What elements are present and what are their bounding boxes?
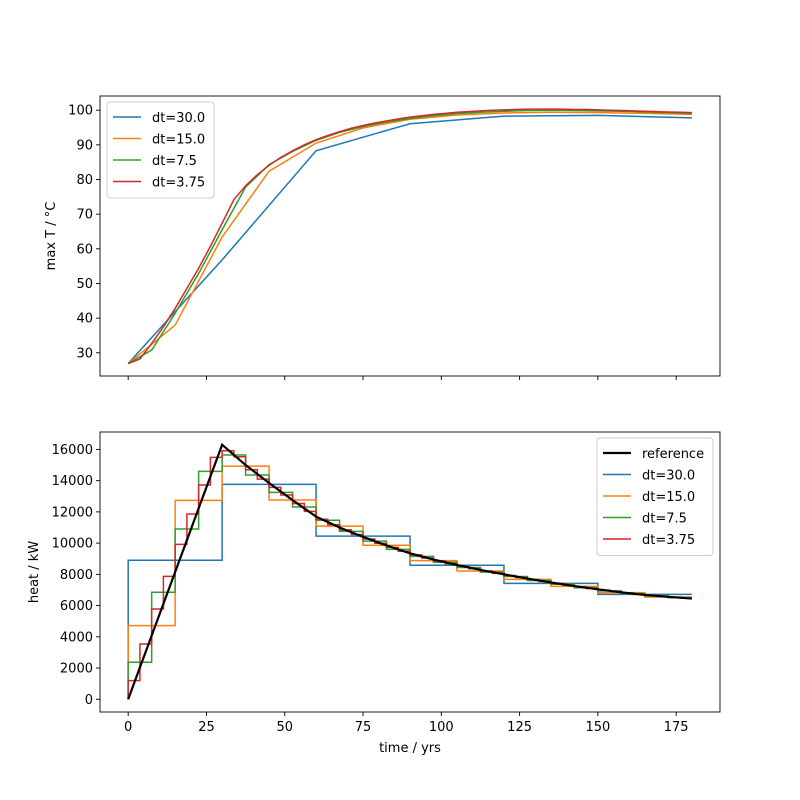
axes-frame	[99, 95, 721, 377]
legend: reference dt=30.0 dt=15.0 dt=7.5 dt=3.75	[596, 437, 714, 556]
bottom-ylabel: heat / kW	[27, 541, 42, 603]
legend-label: dt=15.0	[152, 133, 205, 148]
series-line-dt=3.75	[127, 108, 692, 365]
y-tick-label: 100	[68, 104, 93, 119]
y-tick-label: 50	[76, 277, 93, 292]
legend-label: dt=3.75	[152, 176, 205, 191]
legend-label: dt=3.75	[642, 533, 695, 548]
top-ylabel: max T / °C	[44, 202, 59, 271]
y-tick-label: 30	[76, 346, 93, 361]
legend-label: dt=15.0	[642, 490, 695, 505]
plot-area	[127, 108, 692, 365]
legend-label: reference	[642, 447, 704, 462]
x-tick-label: 175	[664, 720, 689, 735]
x-tick-label: 75	[355, 720, 372, 735]
legend-box	[106, 101, 215, 199]
bottom-xlabel: time / yrs	[379, 741, 441, 756]
axes-frame	[99, 431, 721, 713]
legend-label: dt=30.0	[642, 469, 695, 484]
x-tick-label: 125	[507, 720, 532, 735]
y-tick-label: 60	[76, 242, 93, 257]
y-tick-label: 10000	[52, 537, 93, 552]
y-tick-label: 40	[76, 312, 93, 327]
legend-box	[596, 437, 714, 556]
x-tick-label: 150	[585, 720, 610, 735]
y-tick-label: 6000	[60, 599, 93, 614]
y-tick-label: 2000	[60, 662, 93, 677]
x-tick-label: 25	[198, 720, 215, 735]
series-steps-dt=15.0	[127, 465, 692, 700]
y-tick-label: 16000	[52, 443, 93, 458]
x-tick-label: 100	[429, 720, 454, 735]
y-tick-label: 12000	[52, 505, 93, 520]
y-tick-label: 4000	[60, 630, 93, 645]
legend-label: dt=7.5	[152, 154, 197, 169]
legend-label: dt=30.0	[152, 111, 205, 126]
y-tick-label: 90	[76, 138, 93, 153]
y-tick-label: 8000	[60, 568, 93, 583]
heat-axes: 0 25 50 75 100 125 150 175 0 2000 4000 6000 8000 1000…	[52, 431, 721, 735]
series-line-dt=30.0	[127, 114, 692, 365]
legend: dt=30.0 dt=15.0 dt=7.5 dt=3.75	[106, 101, 215, 199]
y-tick-label: 80	[76, 173, 93, 188]
plot-area	[127, 442, 692, 700]
y-tick-label: 14000	[52, 474, 93, 489]
y-tick-label: 70	[76, 208, 93, 223]
series-steps-dt=30.0	[127, 483, 692, 700]
reference-line	[127, 442, 692, 700]
y-tick-label: 0	[85, 693, 93, 708]
x-tick-label: 0	[124, 720, 132, 735]
series-line-dt=7.5	[127, 109, 692, 365]
x-tick-label: 50	[276, 720, 293, 735]
series-steps-dt=7.5	[127, 454, 692, 700]
legend-label: dt=7.5	[642, 512, 687, 527]
